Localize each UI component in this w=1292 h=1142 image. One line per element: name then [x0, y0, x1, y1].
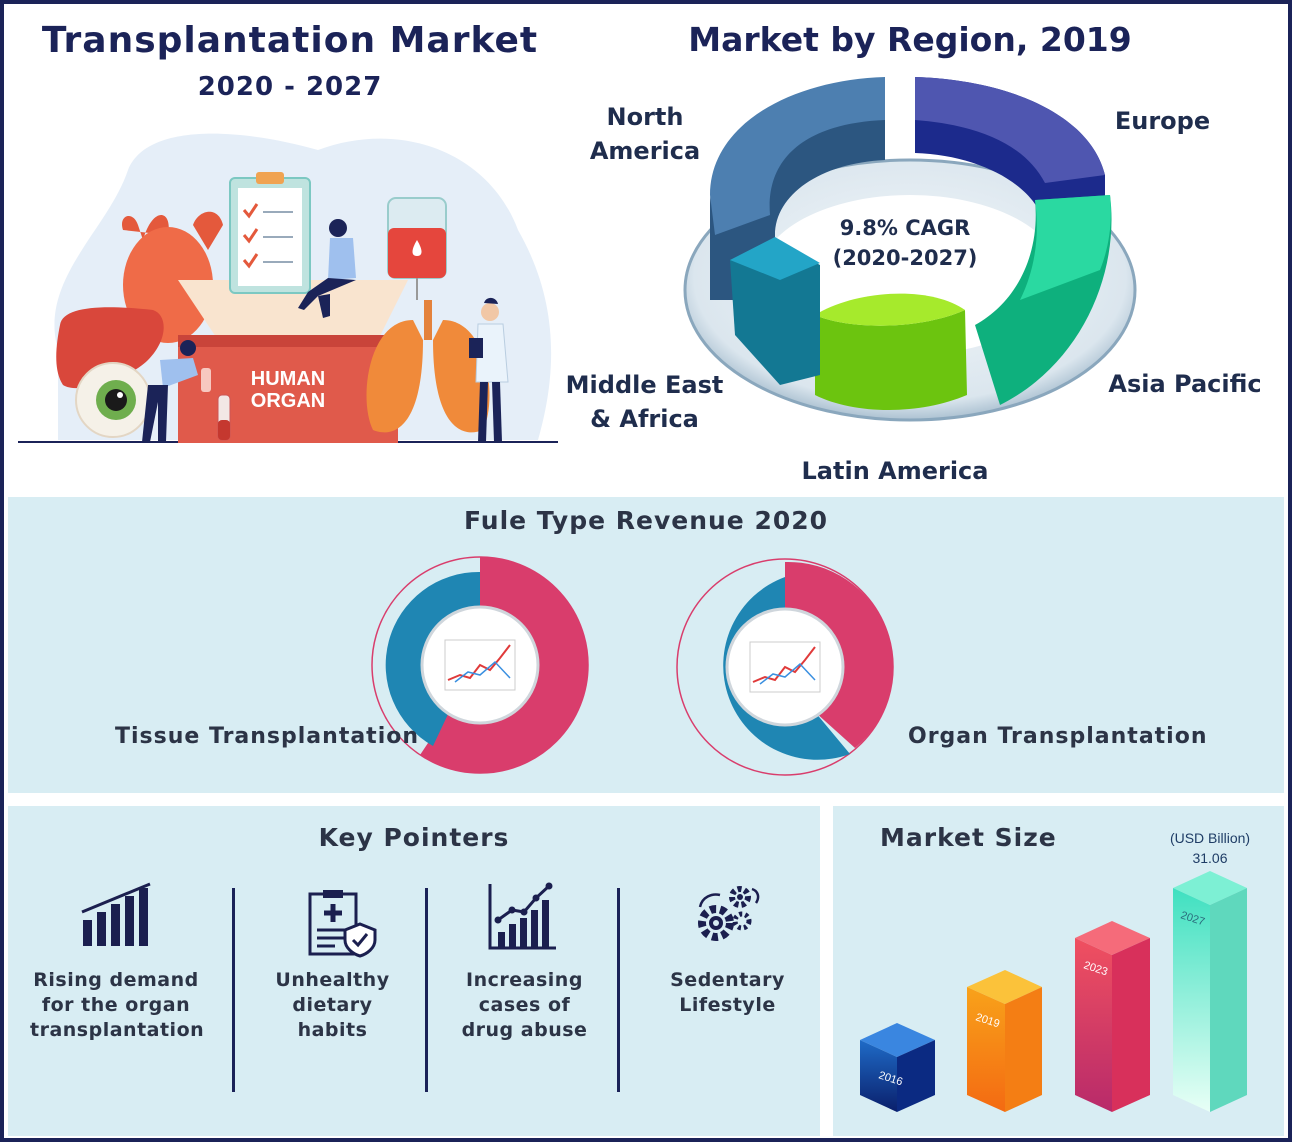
bar-2016: 2016	[860, 1023, 935, 1112]
market-size-unit: (USD Billion)	[1169, 830, 1251, 846]
slice-latin-america	[815, 293, 967, 410]
medical-clipboard-icon	[308, 890, 377, 958]
market-size-annotation: (USD Billion) 31.06	[1160, 828, 1260, 868]
cagr-value: 9.8% CAGR	[840, 216, 971, 240]
mini-line-chart-icon	[444, 639, 516, 691]
test-tubes	[217, 394, 231, 441]
checklist-clipboard	[229, 172, 311, 294]
region-chart-title: Market by Region, 2019	[688, 20, 1132, 59]
page-subtitle-years: 2020 - 2027	[197, 72, 383, 102]
key-pointers-panel	[8, 806, 820, 1136]
bending-woman-figure	[142, 340, 211, 442]
organ-transplantation-label: Organ Transplantation	[908, 724, 1208, 749]
liver-organ	[56, 307, 164, 389]
bar-2019: 2019	[967, 970, 1042, 1112]
label-north-america: North America	[589, 103, 701, 165]
slice-asia-pacific	[975, 195, 1112, 405]
label-middle-east-africa: Middle East & Africa	[565, 371, 724, 433]
slice-middle-east-africa	[730, 237, 820, 385]
fuel-type-title: Fule Type Revenue 2020	[463, 506, 829, 535]
label-latin-america: Latin America	[801, 457, 989, 485]
pointer-divider	[425, 888, 428, 1092]
slice-north-america	[710, 77, 885, 300]
bar-2027: 2027	[1173, 871, 1247, 1112]
slice-europe	[915, 77, 1105, 225]
bar-2023: 2023	[1075, 921, 1150, 1112]
pointer-unhealthy-diet: Unhealthy dietary habits	[275, 969, 390, 1041]
medical-illustration: HUMAN ORGAN	[18, 133, 558, 443]
mini-line-chart-icon	[749, 641, 821, 693]
tissue-donut-chart	[371, 556, 589, 774]
pointer-drug-abuse: Increasing cases of drug abuse	[461, 969, 588, 1041]
pointer-divider	[617, 888, 620, 1092]
pointer-rising-demand: Rising demand for the organ transplantat…	[30, 969, 205, 1041]
tissue-transplantation-label: Tissue Transplantation	[115, 724, 420, 749]
growth-chart-icon	[488, 882, 556, 950]
organ-donut-chart	[676, 558, 894, 776]
market-size-value-label: 31.06	[1192, 850, 1228, 866]
human-organ-box: HUMAN ORGAN	[178, 335, 398, 443]
label-asia-pacific: Asia Pacific	[1108, 370, 1262, 398]
pointer-divider	[232, 888, 235, 1092]
fuel-type-panel	[8, 497, 1284, 793]
box-label-organ: ORGAN	[251, 390, 325, 412]
gears-icon	[698, 886, 760, 941]
market-size-bar-chart: 2016 2019 2023 2027	[860, 871, 1247, 1112]
page-title: Transplantation Market	[41, 20, 539, 61]
label-europe: Europe	[1114, 107, 1211, 135]
doctor-figure	[469, 297, 509, 442]
blood-bag	[387, 197, 447, 300]
key-pointers-title: Key Pointers	[318, 823, 510, 852]
cagr-period: (2020-2027)	[833, 246, 978, 270]
bar-chart-icon	[81, 882, 151, 946]
region-donut-chart: 9.8% CAGR (2020-2027)	[683, 77, 1137, 422]
platform-top	[178, 280, 408, 340]
pointer-sedentary-lifestyle: Sedentary Lifestyle	[670, 969, 785, 1016]
box-label-human: HUMAN	[251, 368, 325, 390]
market-size-title: Market Size	[880, 823, 1057, 852]
eyeball	[75, 362, 151, 438]
sitting-woman-figure	[298, 219, 356, 318]
